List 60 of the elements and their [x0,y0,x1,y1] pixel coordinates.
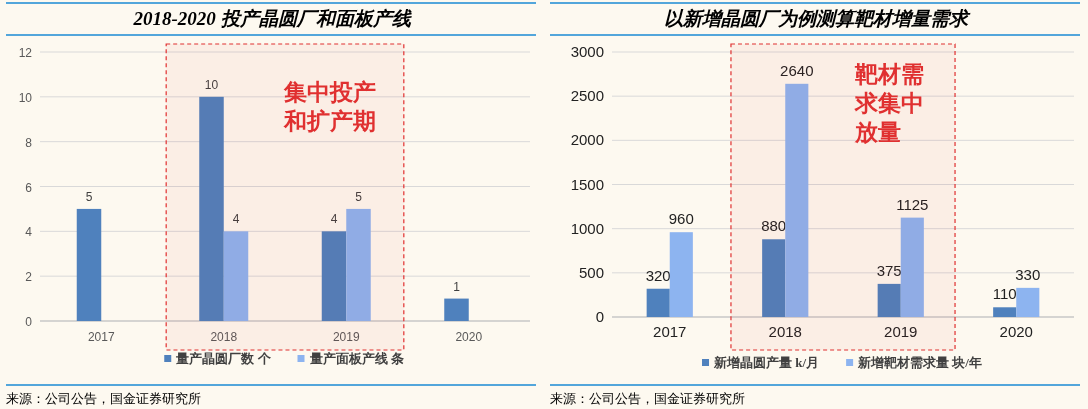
bar [346,208,371,321]
y-tick-label: 2500 [570,87,604,105]
bar [762,239,786,317]
data-label: 320 [645,266,671,284]
x-tick-label: 2019 [884,323,918,340]
x-tick-label: 2018 [210,330,238,344]
y-tick-label: 1500 [570,175,604,193]
bar [993,307,1017,317]
data-label: 880 [761,217,787,235]
legend-label: 量产面板产线 条 [308,351,404,366]
data-label: 110 [992,285,1017,303]
y-tick-label: 2000 [570,131,604,149]
y-tick-label: 8 [25,135,33,150]
chart-title: 以新增晶圆厂为例测算靶材增量需求 [664,8,971,29]
y-tick-label: 0 [25,315,33,329]
y-tick-label: 4 [25,225,33,240]
bar [223,231,249,321]
x-tick-label: 2017 [87,330,115,344]
legend-label: 量产晶圆厂数 个 [175,351,272,366]
data-label: 1 [453,279,461,294]
data-label: 4 [330,212,338,227]
data-label: 375 [876,261,902,279]
y-tick-label: 2 [25,270,33,285]
chart-title: 2018-2020 投产晶圆厂和面板产线 [132,8,412,29]
band-label: 集中投产和扩产期 [282,80,376,134]
y-tick-label: 12 [18,46,33,60]
data-label: 1125 [896,195,929,213]
bar [199,96,224,321]
data-label: 960 [668,210,694,228]
data-label: 2640 [780,61,814,79]
bar [646,288,670,317]
legend-label: 新增晶圆产量 k/月 [713,355,820,370]
bar [900,217,924,317]
x-tick-label: 2019 [332,330,360,344]
bar [1016,287,1040,317]
data-label: 330 [1015,265,1041,283]
bar [444,298,469,321]
y-tick-label: 500 [578,263,604,281]
data-label: 4 [232,212,240,227]
y-tick-label: 6 [25,180,33,195]
x-tick-label: 2017 [653,323,687,340]
x-tick-label: 2018 [768,323,802,340]
bar [669,232,693,317]
y-tick-label: 3000 [570,43,604,60]
source-note: 来源：公司公告，国金证券研究所 [6,391,201,406]
bar [785,83,809,317]
y-tick-label: 10 [18,90,33,105]
y-tick-label: 1000 [570,219,604,237]
data-label: 10 [204,77,219,92]
data-label: 5 [355,189,363,204]
source-note: 来源：公司公告，国金证券研究所 [550,391,745,406]
bar [321,231,347,321]
x-tick-label: 2020 [999,323,1033,340]
x-tick-label: 2020 [455,330,483,344]
y-tick-label: 0 [595,308,604,325]
data-label: 5 [85,189,93,204]
bar [76,208,102,321]
legend-label: 新增靶材需求量 块/年 [857,355,982,370]
bar [877,283,901,317]
band-label: 靶材需求集中放量 [854,62,925,145]
